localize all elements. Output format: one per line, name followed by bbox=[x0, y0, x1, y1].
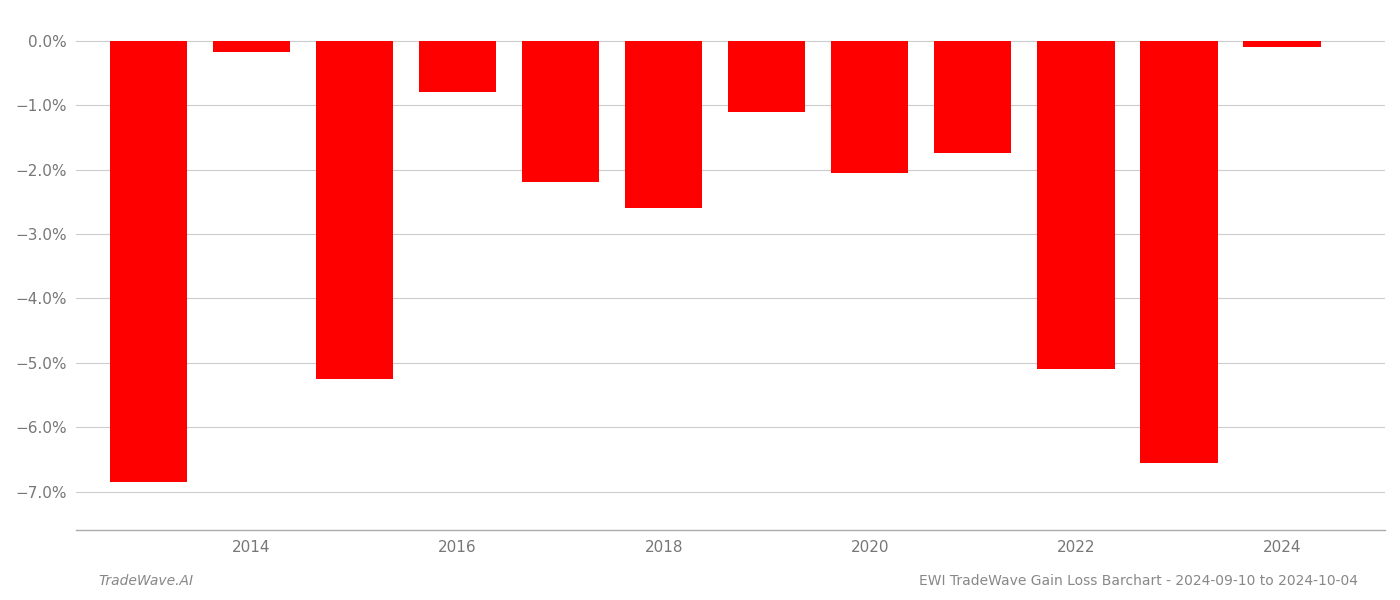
Bar bbox=[316, 41, 393, 379]
Bar bbox=[1140, 41, 1218, 463]
Bar bbox=[522, 41, 599, 182]
Bar bbox=[109, 41, 188, 482]
Bar bbox=[213, 41, 290, 52]
Bar bbox=[1243, 41, 1320, 47]
Bar bbox=[1037, 41, 1114, 369]
Bar bbox=[419, 41, 496, 92]
Bar bbox=[934, 41, 1011, 154]
Bar bbox=[728, 41, 805, 112]
Bar bbox=[624, 41, 703, 208]
Bar bbox=[832, 41, 909, 173]
Text: TradeWave.AI: TradeWave.AI bbox=[98, 574, 193, 588]
Text: EWI TradeWave Gain Loss Barchart - 2024-09-10 to 2024-10-04: EWI TradeWave Gain Loss Barchart - 2024-… bbox=[918, 574, 1358, 588]
